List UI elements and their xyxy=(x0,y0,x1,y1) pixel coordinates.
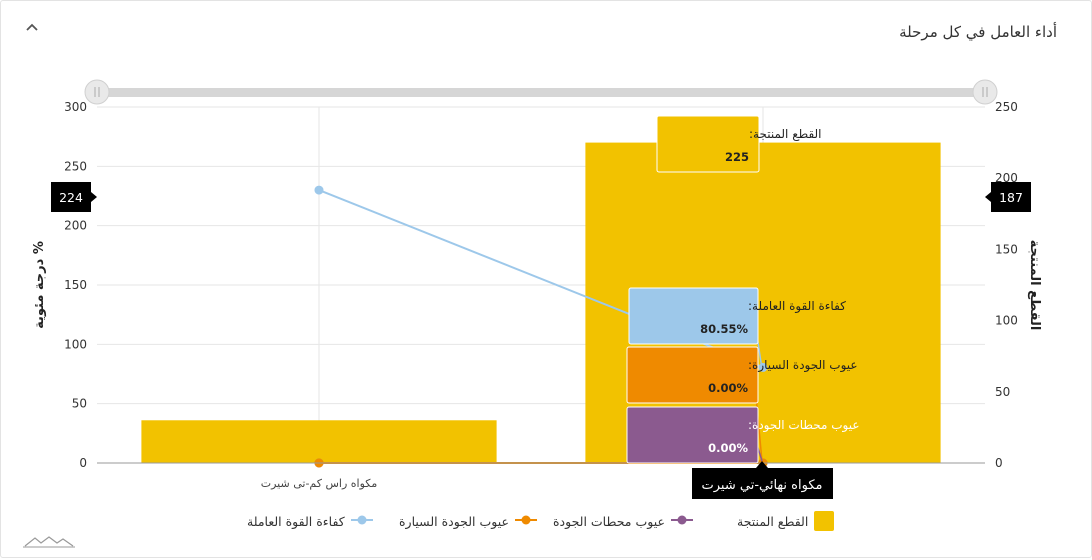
y-left-tick-label: 250 xyxy=(64,159,87,173)
tooltip-value: 80.55% xyxy=(700,322,748,336)
legend-item-car-defects[interactable]: عيوب الجودة السيارة xyxy=(399,509,537,533)
range-scroller[interactable] xyxy=(84,79,998,105)
y-left-tick-label: 300 xyxy=(64,100,87,114)
legend-swatch-produced xyxy=(814,511,835,531)
flag-arrow xyxy=(985,192,991,202)
collapse-chevron-icon[interactable] xyxy=(23,19,41,37)
y-left-tick-label: 50 xyxy=(72,397,87,411)
tooltip-label: عيوب محطات الجودة: xyxy=(748,418,860,433)
chart-watermark-icon xyxy=(23,533,75,549)
crosshair-right-label: 187 xyxy=(985,182,1031,212)
y-right-tick-label: 150 xyxy=(995,242,1018,256)
legend-label-efficiency: كفاءة القوة العاملة xyxy=(247,513,345,529)
scroller-handle-left xyxy=(84,79,110,105)
legend-label-car-defects: عيوب الجودة السيارة xyxy=(399,513,509,529)
tooltip-label: كفاءة القوة العاملة: xyxy=(748,299,846,314)
x-category-label: مكواه راس كم-تى شيرت xyxy=(261,477,378,490)
flag-bg xyxy=(692,468,833,499)
legend-item-produced[interactable]: القطع المنتجة xyxy=(737,509,835,533)
crosshair-left-label: 224 xyxy=(51,182,97,212)
tooltip-box xyxy=(656,115,760,173)
scroller-handle-circle xyxy=(84,79,110,105)
tooltip: القطع المنتجة:225 xyxy=(656,115,822,173)
legend-marker-station-defects xyxy=(670,514,693,529)
line-point xyxy=(314,185,324,195)
tooltip-label: عيوب الجودة السيارة: xyxy=(748,358,858,373)
y-left-tick-label: 150 xyxy=(64,278,87,292)
y-right-tick-label: 100 xyxy=(995,314,1018,328)
y-right-tick-label: 250 xyxy=(995,100,1018,114)
tooltip-box xyxy=(626,346,759,404)
legend-item-efficiency[interactable]: كفاءة القوة العاملة xyxy=(247,509,373,533)
flag-text: مكواه نهائي-تي شيرت xyxy=(702,478,823,493)
legend-label-station-defects: عيوب محطات الجودة xyxy=(553,513,665,529)
scroller-handle-right xyxy=(972,79,998,105)
chart-svg: 0 50 100 150 200 250 300 0 50 100 150 200 250 درجة مئ… xyxy=(32,79,1042,499)
y-right-tick-label: 0 xyxy=(995,456,1003,470)
flag-text: 224 xyxy=(59,190,83,205)
y-left-tick-label: 100 xyxy=(64,337,87,351)
y-left-tick-label: 0 xyxy=(79,456,87,470)
chart-title: أداء العامل في كل مرحلة xyxy=(899,23,1057,41)
tooltip-value: 225 xyxy=(725,150,749,164)
tooltip-value: 0.00% xyxy=(708,441,748,455)
flag-arrow xyxy=(91,192,97,202)
flag-text: 187 xyxy=(999,190,1023,205)
tooltip: عيوب محطات الجودة:0.00% xyxy=(626,406,860,464)
y-right-tick-label: 50 xyxy=(995,385,1010,399)
legend-label-produced: القطع المنتجة xyxy=(737,513,809,529)
tooltip: كفاءة القوة العاملة:80.55% xyxy=(628,287,846,370)
tooltip-box xyxy=(626,406,759,464)
scroller-track xyxy=(97,88,985,97)
tooltip-label: القطع المنتجة: xyxy=(749,127,822,141)
tooltip-value: 0.00% xyxy=(708,381,748,395)
y-right-tick-label: 200 xyxy=(995,171,1018,185)
legend-marker-efficiency xyxy=(350,514,373,529)
tooltip-box xyxy=(628,287,759,345)
legend-marker-car-defects xyxy=(514,514,537,529)
y-left-axis-title: درجة مئوية % xyxy=(32,241,47,329)
y-left-tick-label: 200 xyxy=(64,219,87,233)
flag-bg xyxy=(991,182,1031,212)
bar xyxy=(141,420,497,463)
scroller-handle-circle xyxy=(972,79,998,105)
axes: 0 50 100 150 200 250 300 0 50 100 150 200 250 درجة مئ… xyxy=(32,100,1042,490)
crosshair-category-label: مكواه نهائي-تي شيرت xyxy=(692,461,833,499)
legend-item-station-defects[interactable]: عيوب محطات الجودة xyxy=(553,509,693,533)
tooltip: عيوب الجودة السيارة:0.00% xyxy=(626,346,858,462)
flag-arrow xyxy=(756,461,768,468)
y-right-axis-title: القطع المنتجة xyxy=(1027,240,1042,331)
flag-bg xyxy=(51,182,91,212)
